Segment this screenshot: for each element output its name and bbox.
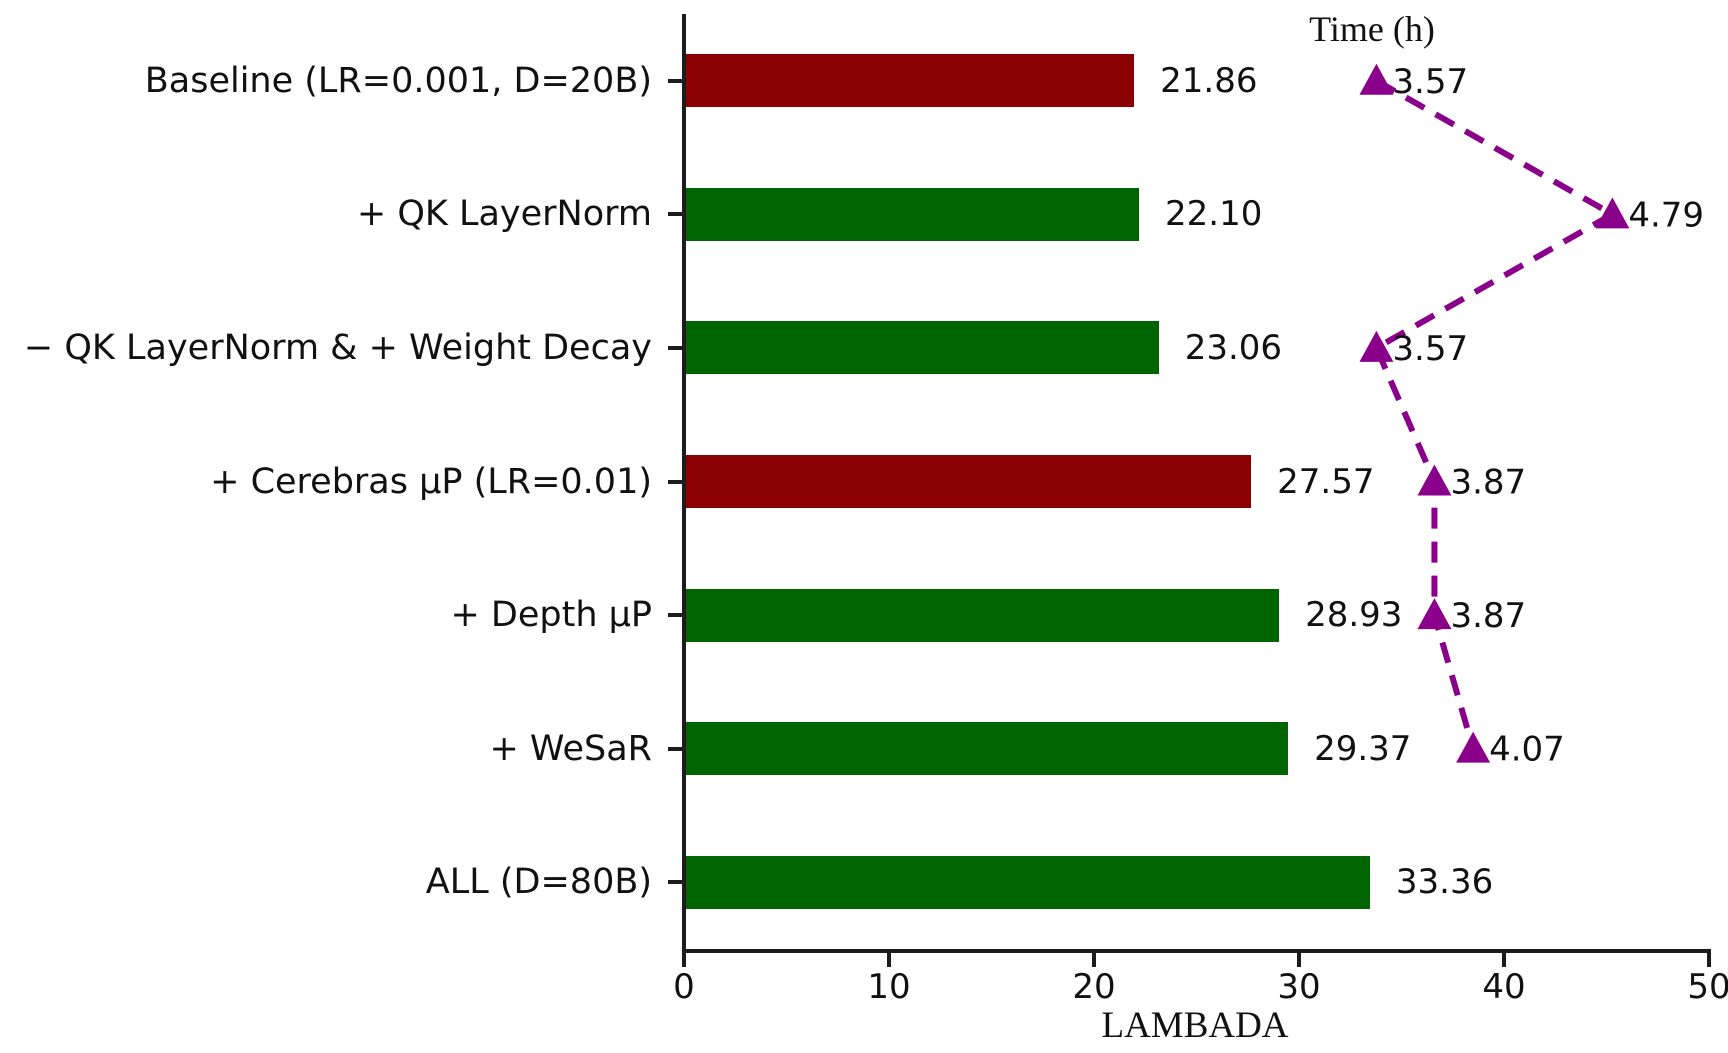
category-label: Baseline (LR=0.001, D=20B)	[144, 60, 652, 101]
bar-value-label: 23.06	[1184, 327, 1283, 368]
bar-value-label: 27.57	[1277, 461, 1375, 502]
y-axis-tick	[668, 880, 682, 885]
time-marker-triangle	[1359, 330, 1394, 362]
time-value-label: 4.79	[1628, 195, 1704, 235]
category-label: + Cerebras μP (LR=0.01)	[210, 461, 652, 502]
y-axis-tick	[668, 746, 682, 751]
x-axis-tick-label: 50	[1687, 967, 1728, 1007]
y-axis-tick	[668, 345, 682, 350]
time-marker-triangle	[1417, 464, 1452, 496]
time-marker-triangle	[1456, 731, 1491, 763]
x-axis-tick-label: 10	[867, 967, 911, 1007]
bar	[686, 455, 1252, 508]
bar-value-label: 33.36	[1395, 862, 1494, 903]
bar-value-label: 22.10	[1165, 194, 1263, 235]
y-axis-tick	[668, 613, 682, 618]
x-axis-tick	[1707, 953, 1711, 967]
bar	[686, 54, 1135, 108]
x-axis-tick-label: 0	[673, 967, 695, 1007]
category-label: − QK LayerNorm & + Weight Decay	[23, 327, 652, 368]
time-marker-triangle	[1359, 63, 1394, 95]
bar	[686, 722, 1289, 776]
x-axis-tick-label: 40	[1482, 967, 1526, 1007]
x-axis-tick	[682, 953, 686, 967]
time-marker-triangle	[1595, 197, 1630, 229]
bar	[686, 588, 1280, 642]
x-axis-tick	[887, 953, 891, 967]
bar	[686, 855, 1370, 909]
time-value-label: 4.07	[1489, 730, 1565, 770]
x-axis-tick	[1092, 953, 1096, 967]
bar	[686, 187, 1140, 241]
time-marker-triangle	[1417, 598, 1452, 630]
x-axis-tick	[1297, 953, 1301, 967]
bar-value-label: 29.37	[1314, 728, 1412, 769]
y-axis-tick	[668, 78, 682, 83]
y-axis-tick	[668, 479, 682, 484]
bar	[686, 321, 1159, 375]
category-label: ALL (D=80B)	[425, 862, 652, 903]
bar-value-label: 28.93	[1305, 595, 1403, 636]
time-value-label: 3.57	[1392, 62, 1468, 102]
category-label: + WeSaR	[489, 728, 652, 769]
x-axis-tick-label: 30	[1277, 967, 1321, 1007]
y-axis-tick	[668, 212, 682, 217]
bar-value-label: 21.86	[1160, 60, 1258, 101]
category-label: + Depth μP	[450, 595, 652, 636]
x-axis-tick	[1502, 953, 1506, 967]
x-axis-tick-label: 20	[1072, 967, 1116, 1007]
x-axis-label: LAMBADA	[1101, 1005, 1289, 1046]
category-label: + QK LayerNorm	[356, 194, 652, 235]
time-axis-title: Time (h)	[1309, 9, 1435, 49]
time-value-label: 3.87	[1450, 596, 1526, 636]
time-line	[1373, 78, 1616, 750]
time-value-label: 3.87	[1450, 463, 1526, 503]
time-value-label: 3.57	[1392, 329, 1468, 369]
plot-area: 3.57 4.79 3.57 3.87 3.87 4.07 21.86 22.10 23.06…	[668, 14, 1711, 953]
